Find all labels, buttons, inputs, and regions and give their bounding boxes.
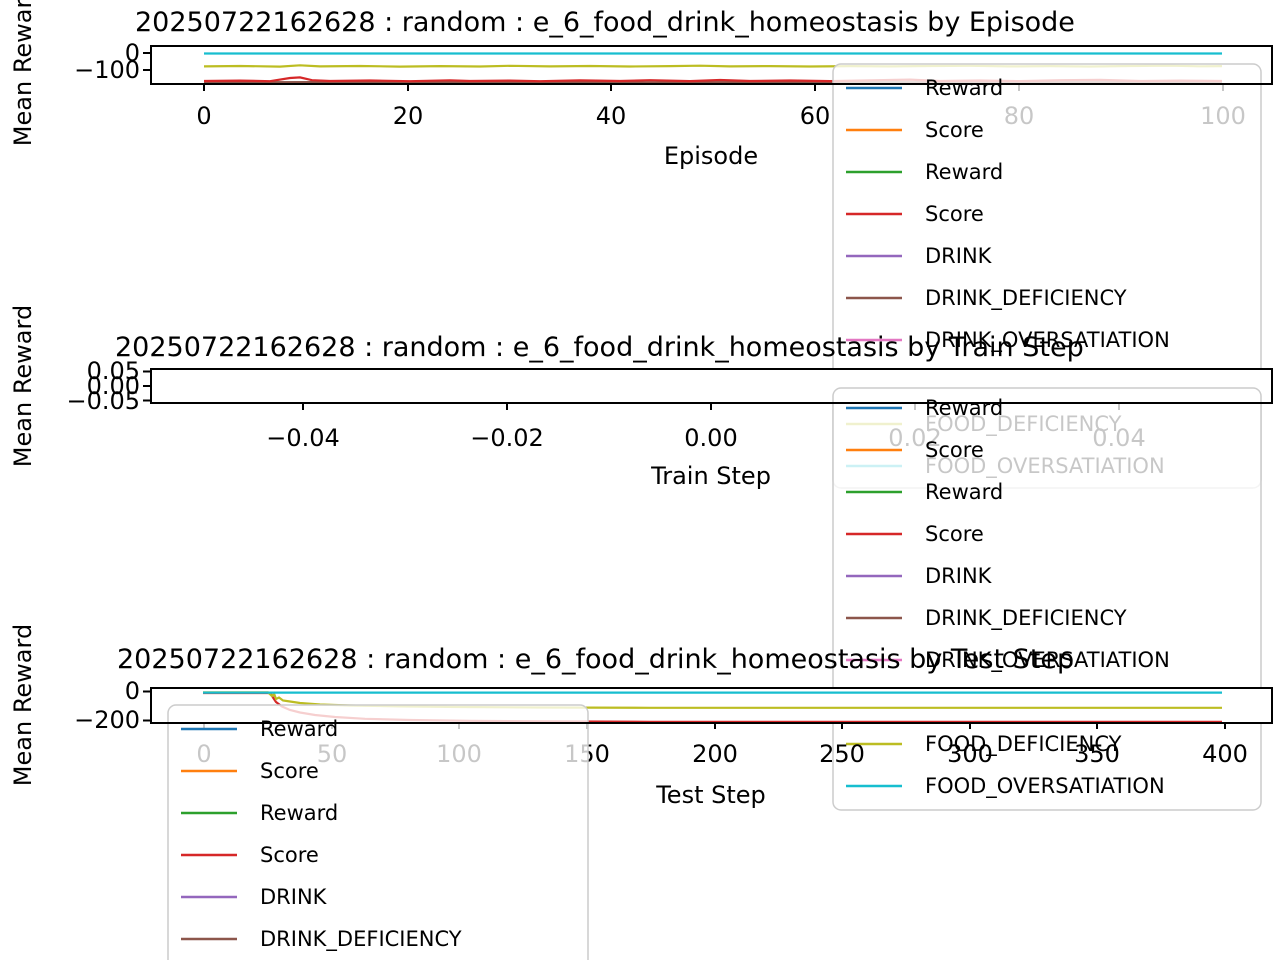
episode-xtick-label: 0	[196, 102, 211, 130]
legend-label: Score	[925, 118, 984, 142]
train-axes-frame	[150, 368, 1273, 404]
legend-label: DRINK_DEFICIENCY	[925, 606, 1127, 631]
test-y-axis-label: Mean Reward	[9, 624, 37, 786]
test-xtick-label: 250	[819, 740, 865, 768]
train-xtick-label: −0.02	[470, 424, 544, 452]
legend-label: Reward	[925, 76, 1003, 100]
legend-label: Score	[925, 202, 984, 226]
legend-label: Score	[925, 438, 984, 462]
legend-label: Score	[260, 759, 319, 783]
episode-xtick-label: 40	[596, 102, 627, 130]
episode-axes-frame	[150, 45, 1273, 85]
train-x-axis-label: Train Step	[650, 462, 771, 490]
train-y-axis-label: Mean Reward	[9, 305, 37, 467]
legend-label: DRINK_OVERSATIATION	[925, 648, 1170, 673]
legend-label: DRINK_DEFICIENCY	[925, 286, 1127, 311]
test-ytick-label: 0	[125, 677, 140, 705]
legend-label: Reward	[925, 480, 1003, 504]
episode-plot-title: 20250722162628 : random : e_6_food_drink…	[135, 7, 1075, 38]
legend-label: Reward	[925, 396, 1003, 420]
test-xtick-label: 400	[1202, 740, 1248, 768]
episode-plot: 20250722162628 : random : e_6_food_drink…	[9, 0, 1246, 170]
train-xtick-label: −0.04	[266, 424, 340, 452]
test-xtick-label: 350	[1074, 740, 1120, 768]
test-x-axis-label: Test Step	[655, 781, 766, 809]
train-legend: Reward Score Reward Score DRINK DRINK_DE…	[832, 387, 1262, 811]
legend-label: Reward	[925, 160, 1003, 184]
test-ytick-label: −200	[74, 706, 140, 734]
episode-xtick-label: 20	[393, 102, 424, 130]
train-xtick-label: 0.00	[684, 424, 737, 452]
episode-ytick-label: −100	[74, 56, 140, 84]
legend-label: DRINK_OVERSATIATION	[925, 328, 1170, 353]
test-xtick-label: 300	[947, 740, 993, 768]
legend-label: Reward	[260, 801, 338, 825]
test-axes-frame	[150, 687, 1273, 724]
legend-label: DRINK	[260, 885, 328, 909]
test-legend: Reward Score Reward Score DRINK DRINK_DE…	[167, 704, 589, 960]
train-plot-title: 20250722162628 : random : e_6_food_drink…	[115, 332, 1084, 363]
legend-label: Score	[925, 522, 984, 546]
train-plot-spines	[150, 368, 1273, 404]
legend-label: Reward	[260, 717, 338, 741]
episode-xtick-label: 60	[800, 102, 831, 130]
train-ytick-label: 0.00	[87, 372, 140, 400]
legend-label: DRINK	[925, 564, 993, 588]
legend-label: DRINK	[925, 244, 993, 268]
legend-label: FOOD_OVERSATIATION	[925, 774, 1165, 799]
episode-plot-spines	[150, 45, 1273, 85]
train-ytick-label: −0.05	[66, 387, 140, 415]
train-ytick-label: 0.05	[87, 357, 140, 385]
test-plot-spines	[150, 687, 1273, 724]
test-xtick-label: 200	[692, 740, 738, 768]
test-legend-box	[167, 704, 589, 960]
episode-ytick-label: 0	[125, 39, 140, 67]
episode-x-axis-label: Episode	[664, 142, 758, 170]
legend-label: FOOD_DEFICIENCY	[925, 732, 1122, 757]
test-plot-title: 20250722162628 : random : e_6_food_drink…	[117, 644, 1074, 675]
legend-label: DRINK_DEFICIENCY	[260, 927, 462, 952]
legend-label: Score	[260, 843, 319, 867]
episode-y-axis-label: Mean Reward	[9, 0, 37, 146]
